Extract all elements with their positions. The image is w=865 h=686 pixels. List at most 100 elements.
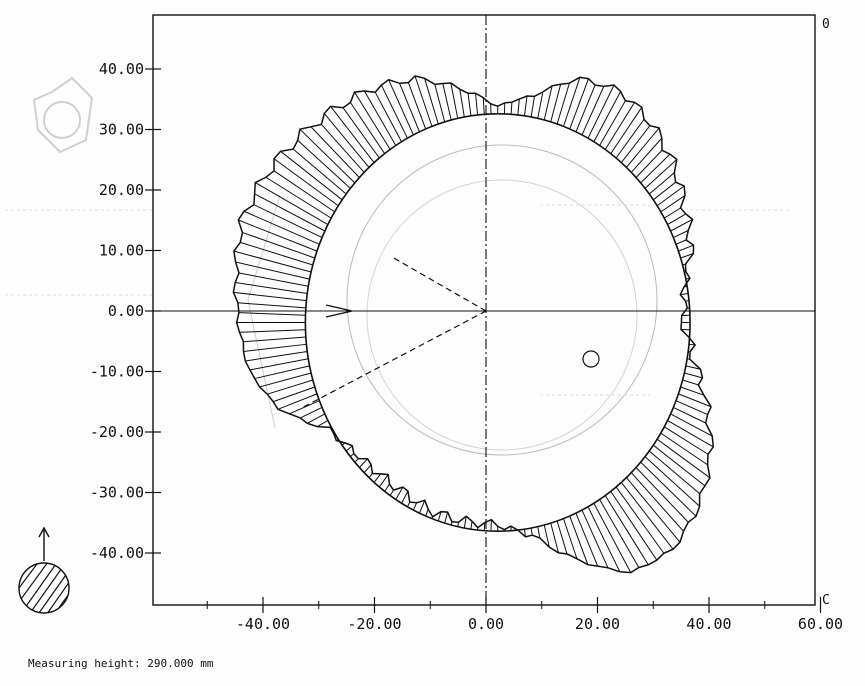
deviation-hatch [350,453,355,458]
deviation-hatch [254,365,310,380]
deviation-hatch [384,483,390,492]
y-tick-label: 40.00 [99,60,144,78]
deviation-hatch [604,495,649,566]
deviation-hatch [556,83,570,125]
deviation-hatch [640,461,697,517]
deviation-hatch [310,126,360,178]
deviation-hatch [395,486,404,500]
deviation-hatch [575,512,599,567]
deviation-hatch [317,420,329,428]
deviation-hatch [238,272,309,287]
deviation-hatch [243,336,306,343]
deviation-hatch [342,107,380,159]
deviation-hatch [350,102,386,154]
deviation-hatch [444,511,449,524]
deviation-hatch [235,261,310,280]
deviation-hatch [648,172,675,195]
deviation-hatch [249,358,309,371]
deviation-hatch [556,520,568,555]
deviation-hatch [401,490,409,504]
deviation-hatch [424,78,439,125]
deviation-hatch [537,91,544,119]
corner-label-top: 0 [822,17,830,32]
deviation-hatch [399,83,420,133]
deviation-hatch [620,482,674,550]
faint-circle-inner [366,179,638,451]
deviation-hatch [238,312,306,316]
deviation-hatch [373,473,382,483]
deviation-hatch [537,526,541,539]
deviation-hatch [664,207,681,219]
deviation-hatch [517,99,520,115]
deviation-hatch [563,77,581,127]
x-tick-label: 0.00 [468,615,504,633]
y-tick-label: -30.00 [90,484,144,502]
deviation-profile [232,75,715,574]
deviation-hatch [587,84,615,139]
deviation-hatch [389,489,394,496]
deviation-hatch [523,529,526,537]
x-tick-label: -40.00 [236,615,290,633]
deviation-hatch [575,84,596,133]
y-tick-label: 0.00 [108,302,144,320]
deviation-hatch [626,127,660,168]
deviation-hatch [615,119,645,159]
deviation-hatch [245,351,308,362]
deviation-hatch [604,102,635,150]
deviation-hatch [563,518,578,559]
deviation-hatch [593,91,622,142]
deviation-hatch [664,426,709,455]
deviation-hatch [660,432,708,466]
measuring-height-label: Measuring height: [28,657,141,670]
deviation-hatch [543,85,553,121]
deviation-hatch [289,400,320,415]
y-tick-label: 10.00 [99,242,144,260]
deviation-hatch [475,93,479,115]
deviation-hatch [653,181,676,201]
deviation-hatch [680,253,694,259]
deviation-hatch [297,140,351,189]
deviation-hatch [673,229,689,239]
y-tick-label: 30.00 [99,121,144,139]
deviation-hatch [483,522,486,531]
deviation-hatch [437,511,442,522]
deviation-hatch [530,527,533,536]
deviation-hatch [233,291,307,302]
deviation-hatch [253,204,323,239]
deviation-hatch [412,502,418,511]
deviation-hatch [667,420,714,448]
deviation-hatch [660,195,686,213]
deviation-hatch [242,231,315,259]
deviation-hatch [300,406,323,419]
deviation-hatch [321,124,365,173]
deviation-hatch [450,82,459,119]
deviation-hatch [280,150,343,201]
deviation-hatch [273,158,339,207]
deviation-hatch [593,503,632,573]
deviation-hatch [425,509,429,517]
deviation-hatch [684,372,703,379]
deviation-hatch [299,128,356,184]
deviation-hatch [240,241,313,266]
deviation-hatch [648,450,700,495]
deviation-hatch [467,93,472,116]
y-tick-label: -40.00 [90,544,144,562]
deviation-hatch [653,444,706,487]
deviation-hatch [235,281,308,294]
deviation-hatch [255,182,329,225]
direction-arrow-mark [325,304,353,318]
x-tick-label: 20.00 [575,615,620,633]
deviation-hatch [254,193,326,232]
deviation-hatch [626,477,681,543]
deviation-hatch [259,372,312,388]
deviation-hatch [635,149,663,178]
deviation-hatch [380,84,408,139]
deviation-hatch [530,96,535,118]
deviation-hatch [323,113,370,168]
deviation-hatch [463,516,467,529]
x-tick-label: 60.00 [798,615,843,633]
measuring-height-value: 290.000 mm [147,657,214,670]
deviation-hatch [358,458,368,468]
deviation-hatch [675,400,708,415]
